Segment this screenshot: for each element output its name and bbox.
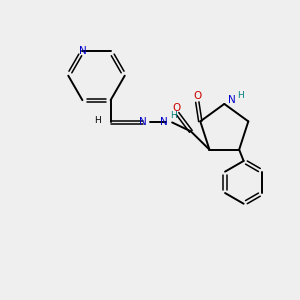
- Text: N: N: [160, 117, 168, 128]
- Text: H: H: [237, 91, 244, 100]
- Text: O: O: [172, 103, 180, 112]
- Text: H: H: [170, 111, 176, 120]
- Text: N: N: [140, 117, 147, 128]
- Text: O: O: [193, 91, 201, 100]
- Text: N: N: [228, 95, 236, 105]
- Text: N: N: [79, 46, 86, 56]
- Text: H: H: [94, 116, 101, 125]
